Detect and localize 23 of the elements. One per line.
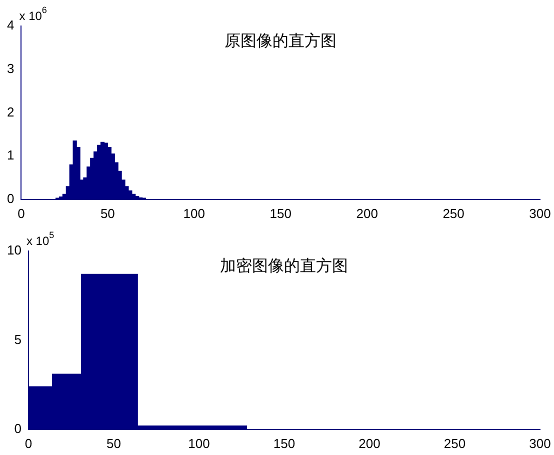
x-tick-label: 200 [358,436,380,451]
x-tick-label: 250 [442,206,464,221]
y-tick-label: 0 [6,190,14,206]
x-tick-label: 300 [529,206,551,221]
x-tick-label: 150 [273,436,296,451]
x-tick-label: 300 [529,436,551,451]
y-tick-label: 0 [14,420,22,436]
y-tick-label: 5 [14,332,22,347]
x-tick-label: 200 [356,206,378,221]
chart-title: 原图像的直方图 [224,31,337,50]
y-tick-label: 2 [6,104,14,120]
x-tick-label: 100 [188,436,210,451]
x-tick-label: 250 [444,436,466,451]
y-tick-label: 3 [6,60,14,76]
x-tick-label: 100 [183,206,206,221]
y-tick-label: 4 [6,18,14,33]
y-tick-label: 1 [6,148,14,163]
x-tick-label: 0 [24,436,32,451]
y-tick-label: 10 [6,242,22,258]
x-tick-label: 150 [270,206,292,221]
x-tick-label: 50 [106,436,121,451]
chart-title: 加密图像的直方图 [220,256,348,275]
x-tick-label: 50 [100,206,115,221]
